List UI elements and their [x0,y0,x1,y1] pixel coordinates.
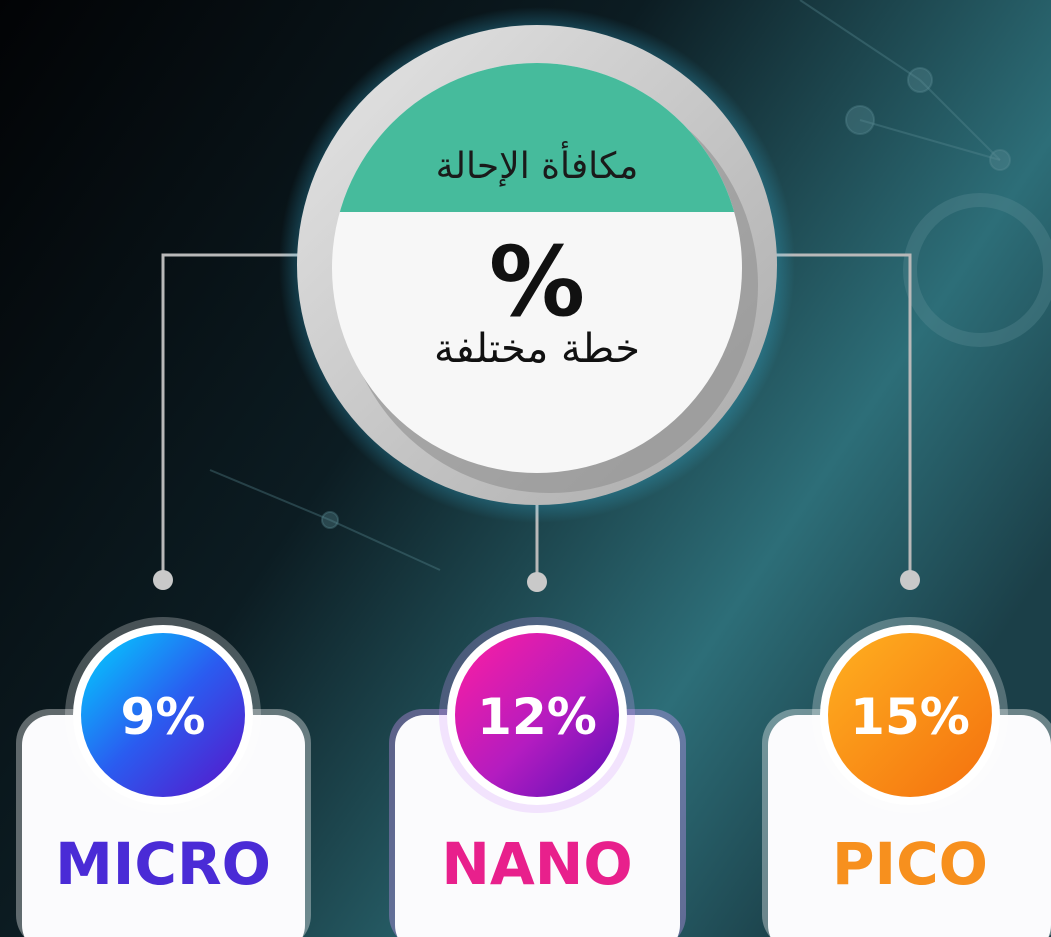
plan-badge [81,633,245,797]
subtitle: خطة مختلفة [434,326,640,372]
plan-percent: 12% [477,688,597,746]
plan-percent: 15% [850,688,970,746]
percent-symbol: % [489,226,585,338]
plan-badge [828,633,992,797]
plan-name: NANO [441,830,632,898]
title: مكافأة الإحالة [436,141,639,187]
plan-percent: 9% [121,688,206,746]
plan-badge [455,633,619,797]
plans: 9% MICRO 12% NANO 15% PICO [16,617,1051,937]
connector-dots [153,570,920,592]
plan-name: MICRO [55,830,271,898]
plan-name: PICO [832,830,988,898]
